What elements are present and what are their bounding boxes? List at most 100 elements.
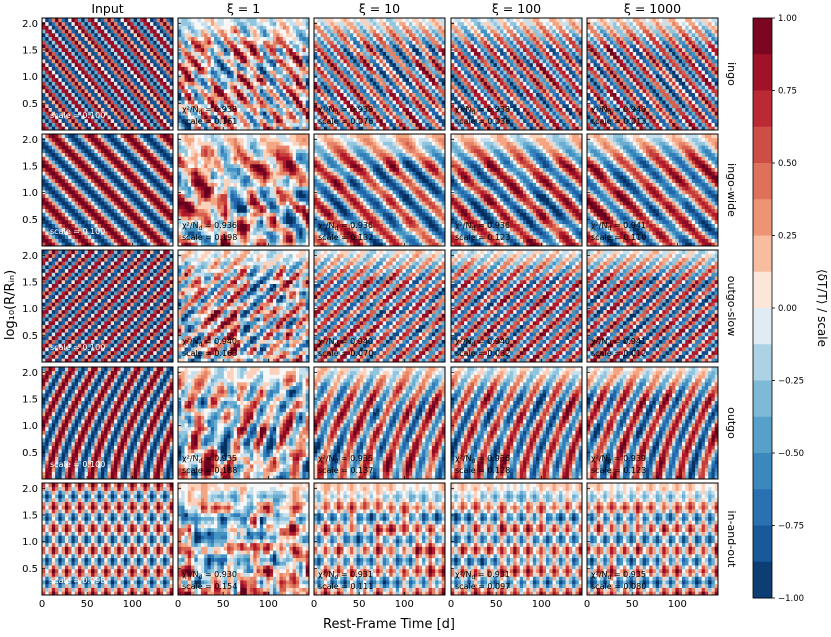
heatmap-cell [250,85,254,90]
heatmap-cell [61,66,66,71]
heatmap-cell [305,85,310,90]
heatmap-cell [350,36,354,41]
heatmap-cell [256,115,261,120]
heatmap-cell [395,29,400,34]
heatmap-cell [78,44,82,49]
heatmap-cell [299,44,303,49]
heatmap-cell [286,59,290,64]
heatmap-cell [408,126,413,131]
heatmap-cell [320,103,325,108]
heatmap-cell [130,55,135,60]
heatmap-cell [227,74,231,79]
heatmap-cell [104,81,108,86]
heatmap-cell [214,44,218,49]
heatmap-cell [487,81,491,86]
heatmap-cell [114,40,118,45]
heatmap-cell [568,88,573,94]
heatmap-cell [163,21,167,26]
heatmap-cell [146,25,151,30]
heatmap-cell [178,107,182,112]
heatmap-cell [94,74,99,79]
heatmap-cell [143,25,148,30]
heatmap-cell [509,51,514,56]
heatmap-cell [596,92,601,97]
heatmap-cell [120,111,125,116]
heatmap-cell [91,88,95,94]
heatmap-cell [136,118,141,123]
heatmap-cell [382,118,387,123]
heatmap-cell [299,81,303,86]
heatmap-cell [454,126,458,131]
heatmap-cell [236,29,241,34]
heatmap-cell [78,126,82,131]
heatmap-cell [356,118,361,123]
heatmap-cell [110,36,115,41]
heatmap-cell [305,74,310,79]
heatmap-cell [596,77,601,82]
heatmap-cell [464,44,468,49]
heatmap-cell [61,100,66,105]
heatmap-cell [552,66,557,71]
heatmap-cell [200,59,205,64]
heatmap-cell [295,100,300,105]
heatmap-cell [542,103,547,108]
heatmap-cell [412,118,416,123]
heatmap-cell [405,44,410,49]
heatmap-cell [233,126,238,131]
heatmap-cell [194,70,199,75]
heatmap-cell [336,40,341,45]
heatmap-cell [490,77,494,82]
heatmap-cell [372,66,377,71]
heatmap-cell [523,92,527,97]
heatmap-cell [140,47,144,52]
heatmap-cell [509,96,514,101]
heatmap-cell [386,18,390,23]
heatmap-cell [572,85,576,90]
heatmap-cell [415,118,420,123]
heatmap-cell [552,111,557,116]
heatmap-cell [562,51,567,56]
heatmap-cell [253,44,257,49]
heatmap-cell [169,111,174,116]
heatmap-cell [336,77,341,82]
heatmap-cell [110,29,115,34]
heatmap-cell [542,92,547,97]
heatmap-cell [359,92,364,97]
heatmap-cell [603,126,608,131]
heatmap-cell [402,25,407,30]
heatmap-cell [320,100,325,105]
heatmap-cell [181,111,185,116]
heatmap-cell [480,51,485,56]
heatmap-cell [58,126,63,131]
heatmap-cell [272,111,277,116]
heatmap-cell [58,70,63,75]
heatmap-cell [178,25,182,30]
heatmap-cell [333,92,338,97]
heatmap-cell [292,92,297,97]
heatmap-cell [473,25,478,30]
heatmap-cell [389,62,393,67]
heatmap-cell [166,92,171,97]
heatmap-cell [340,107,344,112]
heatmap-cell [130,88,135,94]
heatmap-cell [526,92,530,97]
heatmap-cell [399,115,403,120]
heatmap-cell [572,70,576,75]
heatmap-cell [346,77,351,82]
heatmap-cell [302,70,307,75]
heatmap-cell [266,44,271,49]
heatmap-cell [150,115,154,120]
heatmap-cell [317,96,321,101]
heatmap-cell [259,118,264,123]
heatmap-cell [405,85,410,90]
heatmap-cell [292,96,297,101]
heatmap-cell [559,88,563,94]
heatmap-cell [236,111,241,116]
heatmap-cell [207,29,212,34]
heatmap-cell [359,44,364,49]
heatmap-cell [120,40,125,45]
heatmap-cell [457,81,462,86]
heatmap-cell [266,66,271,71]
heatmap-cell [84,29,89,34]
heatmap-cell [200,103,205,108]
